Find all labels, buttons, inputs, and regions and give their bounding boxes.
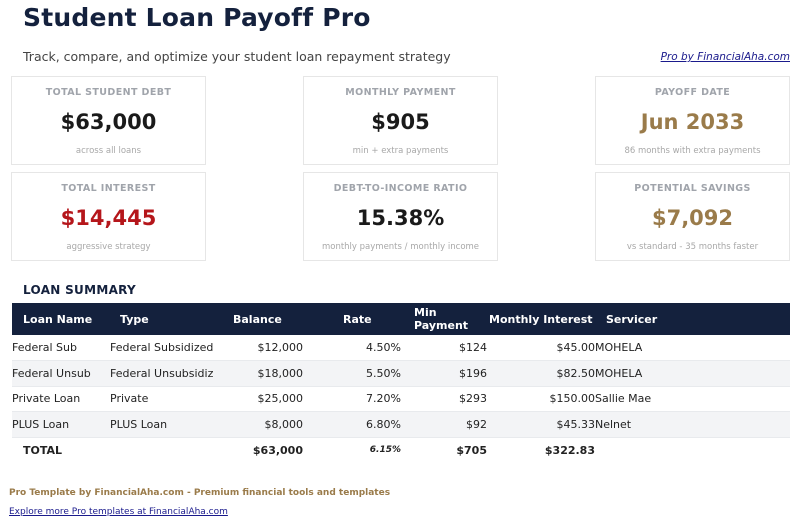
cell-rate: 5.50% bbox=[366, 366, 401, 380]
card-label: TOTAL STUDENT DEBT bbox=[45, 87, 172, 98]
card-subtext: monthly payments / monthly income bbox=[321, 242, 480, 252]
column-header-balance[interactable]: Balance bbox=[233, 312, 282, 326]
table-total-row: TOTAL $63,000 6.15% $705 $322.83 bbox=[12, 437, 790, 463]
total-rate: 6.15% bbox=[369, 445, 401, 455]
cell-servicer: Nelnet bbox=[595, 417, 632, 431]
table-row: Private Loan Private $25,000 7.20% $293 … bbox=[12, 386, 790, 412]
page-title: Student Loan Payoff Pro bbox=[23, 3, 371, 32]
table-row: PLUS Loan PLUS Loan $8,000 6.80% $92 $45… bbox=[12, 411, 790, 437]
card-value: 15.38% bbox=[356, 206, 445, 230]
cell-rate: 7.20% bbox=[366, 392, 401, 406]
loan-summary-title: LOAN SUMMARY bbox=[23, 283, 137, 297]
cell-type: PLUS Loan bbox=[110, 417, 168, 431]
cell-balance: $8,000 bbox=[264, 417, 304, 431]
total-monthly-interest: $322.83 bbox=[544, 443, 595, 457]
table-header-row: Loan Name Type Balance Rate Min Payment … bbox=[12, 303, 790, 335]
table-row: Federal Sub Federal Subsidized $12,000 4… bbox=[12, 335, 790, 361]
card-value: $14,445 bbox=[60, 206, 157, 230]
card-label: TOTAL INTEREST bbox=[61, 183, 156, 194]
card-subtext: across all loans bbox=[75, 146, 142, 156]
cell-loan-name: PLUS Loan bbox=[12, 417, 70, 431]
column-header-loan-name[interactable]: Loan Name bbox=[23, 312, 93, 326]
cell-type bbox=[110, 437, 220, 463]
page-subtitle: Track, compare, and optimize your studen… bbox=[23, 49, 451, 64]
cell-loan-name: Private Loan bbox=[12, 392, 81, 406]
column-header-servicer[interactable]: Servicer bbox=[606, 312, 658, 326]
cell-rate: 6.80% bbox=[366, 417, 401, 431]
cell-balance: $18,000 bbox=[257, 366, 304, 380]
loan-summary-table: Loan Name Type Balance Rate Min Payment … bbox=[12, 303, 790, 463]
cell-loan-name: Federal Sub bbox=[12, 341, 77, 354]
footer-link[interactable]: Explore more Pro templates at FinancialA… bbox=[9, 507, 228, 517]
cell-balance: $12,000 bbox=[257, 341, 304, 354]
card-total-interest: TOTAL INTEREST $14,445 aggressive strate… bbox=[11, 172, 206, 261]
total-label: TOTAL bbox=[23, 443, 63, 457]
column-header-min-payment[interactable]: Min Payment bbox=[414, 306, 469, 332]
table-row: Federal Unsub Federal Unsubsidiz $18,000… bbox=[12, 360, 790, 386]
card-label: DEBT-TO-INCOME RATIO bbox=[333, 183, 468, 194]
cell-servicer: MOHELA bbox=[595, 366, 643, 380]
card-value: Jun 2033 bbox=[640, 110, 745, 134]
card-total-student-debt: TOTAL STUDENT DEBT $63,000 across all lo… bbox=[11, 76, 206, 165]
footer-note: Pro Template by FinancialAha.com - Premi… bbox=[9, 488, 391, 498]
cell-min-payment: $124 bbox=[459, 341, 487, 354]
total-balance: $63,000 bbox=[252, 443, 303, 457]
cell-balance: $25,000 bbox=[257, 392, 304, 406]
card-subtext: aggressive strategy bbox=[66, 242, 151, 252]
cell-servicer: Sallie Mae bbox=[595, 392, 652, 406]
cell-monthly-interest: $150.00 bbox=[549, 392, 596, 406]
card-subtext: 86 months with extra payments bbox=[624, 146, 761, 156]
card-subtext: min + extra payments bbox=[352, 146, 449, 156]
cell-loan-name: Federal Unsub bbox=[12, 366, 91, 380]
cell-min-payment: $293 bbox=[459, 392, 487, 406]
cell-servicer bbox=[595, 437, 790, 463]
cell-monthly-interest: $45.00 bbox=[556, 341, 596, 354]
cell-rate: 4.50% bbox=[366, 341, 401, 354]
card-potential-savings: POTENTIAL SAVINGS $7,092 vs standard - 3… bbox=[595, 172, 790, 261]
card-value: $7,092 bbox=[651, 206, 734, 230]
cell-min-payment: $92 bbox=[466, 417, 487, 431]
cell-servicer: MOHELA bbox=[595, 341, 643, 354]
cell-monthly-interest: $82.50 bbox=[556, 366, 596, 380]
card-value: $63,000 bbox=[60, 110, 157, 134]
card-value: $905 bbox=[371, 110, 430, 134]
column-header-rate[interactable]: Rate bbox=[343, 312, 372, 326]
cell-min-payment: $196 bbox=[459, 366, 487, 380]
card-label: POTENTIAL SAVINGS bbox=[634, 183, 751, 194]
cell-monthly-interest: $45.33 bbox=[556, 417, 596, 431]
card-subtext: vs standard - 35 months faster bbox=[626, 242, 759, 252]
cell-type: Private bbox=[110, 392, 149, 406]
column-header-monthly-interest[interactable]: Monthly Interest bbox=[489, 312, 593, 326]
brand-link[interactable]: Pro by FinancialAha.com bbox=[660, 51, 790, 63]
column-header-type[interactable]: Type bbox=[120, 312, 149, 326]
cell-type: Federal Subsidized bbox=[110, 341, 214, 354]
card-monthly-payment: MONTHLY PAYMENT $905 min + extra payment… bbox=[303, 76, 498, 165]
card-debt-to-income: DEBT-TO-INCOME RATIO 15.38% monthly paym… bbox=[303, 172, 498, 261]
card-payoff-date: PAYOFF DATE Jun 2033 86 months with extr… bbox=[595, 76, 790, 165]
total-min-payment: $705 bbox=[456, 443, 487, 457]
card-label: MONTHLY PAYMENT bbox=[345, 87, 456, 98]
cell-type: Federal Unsubsidiz bbox=[110, 366, 214, 380]
card-label: PAYOFF DATE bbox=[654, 87, 731, 98]
